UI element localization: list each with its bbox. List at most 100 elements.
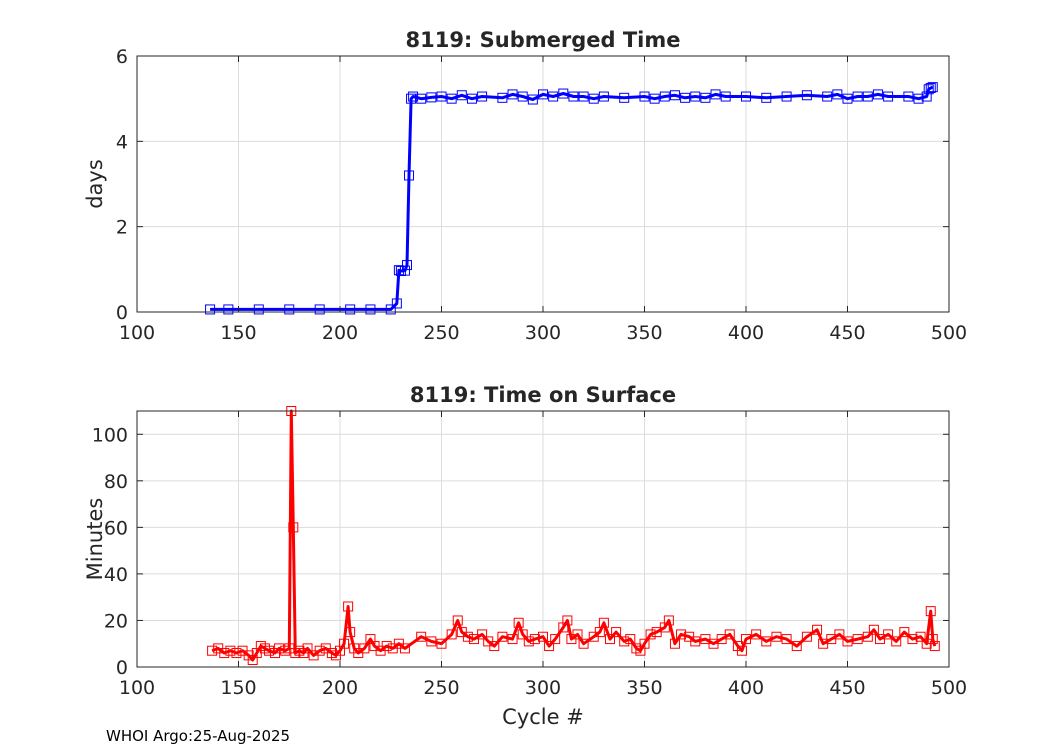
y-tick-label: 80 [104,471,128,493]
y-axis-label: days [83,159,107,209]
data-point-marker [477,629,488,640]
data-point-marker [404,170,415,181]
data-point-marker [517,629,528,640]
data-point-marker [862,91,873,102]
data-point-marker [761,92,772,103]
data-point-marker [529,634,540,645]
data-point-marker [925,83,936,93]
data-point-marker [578,638,589,649]
data-point-marker [446,93,457,104]
data-point-marker [568,91,579,102]
data-point-marker [852,91,863,102]
x-tick-label: 300 [525,322,561,344]
data-point-marker [345,304,356,315]
data-point-marker [680,92,691,103]
chart-title: 8119: Time on Surface [410,383,676,407]
data-point-marker [741,634,751,645]
data-point-marker [253,304,264,315]
data-point-marker [781,91,792,102]
submerged-time-panel: 100 150 200 250 300 350 400 450 500 0 2 4 6 8119: Sub… [83,28,967,344]
data-point-marker [426,92,437,103]
data-point-marker [385,304,396,315]
x-tick-label: 400 [728,322,764,344]
data-point-marker [393,265,404,276]
data-point-marker [538,631,548,642]
data-point-marker [517,91,528,102]
data-point-marker [927,82,938,93]
y-tick-label: 100 [92,424,128,446]
data-point-marker [883,91,894,102]
data-point-marker [690,91,701,102]
data-point-marker [446,629,457,640]
data-point-marker [538,89,548,100]
data-point-marker [544,641,555,652]
x-tick-label: 350 [626,677,662,699]
x-tick-label: 250 [423,322,459,344]
data-point-marker [781,634,792,645]
data-point-marker [741,91,751,102]
y-tick-label: 0 [116,657,128,679]
data-point-marker [690,636,701,647]
x-tick-label: 200 [322,322,358,344]
data-point-marker [426,636,437,647]
data-point-marker [676,629,687,640]
data-point-marker [436,638,447,649]
data-point-marker [761,636,772,647]
data-point-marker [263,645,274,656]
data-point-marker [598,91,609,102]
data-point-marker [572,629,583,640]
data-point-marker [588,93,599,104]
data-point-marker [466,93,477,104]
data-point-marker [223,304,234,315]
data-point-marker [639,91,650,102]
x-tick-label: 450 [829,322,865,344]
data-point-marker [925,606,936,617]
data-point-marker [359,643,370,654]
data-point-marker [288,522,299,533]
data-point-marker [205,304,216,315]
data-point-marker [645,629,656,640]
data-point-marker [659,91,670,102]
data-point-marker [625,634,636,645]
data-point-marker [550,634,561,645]
data-point-marker [401,260,412,271]
x-tick-label: 100 [119,677,155,699]
data-point-marker [724,629,735,640]
y-tick-label: 60 [104,517,128,539]
data-point-marker [314,645,325,656]
data-point-marker [548,91,559,102]
data-point-marker [381,641,392,652]
data-point-marker [314,304,325,315]
data-point-marker [868,624,879,635]
data-point-marker [365,304,376,315]
data-point-marker [345,627,356,638]
data-point-marker [751,629,762,640]
y-tick-label: 0 [116,302,128,324]
data-point-marker [406,93,417,104]
y-axis-label: Minutes [83,498,107,581]
data-point-marker [604,634,615,645]
data-point-marker [872,89,883,100]
data-point-marker [436,91,447,102]
chart-title: 8119: Submerged Time [405,28,680,52]
data-point-marker [710,89,721,100]
data-point-marker [801,631,812,642]
y-tick-label: 2 [116,217,128,239]
data-point-marker [462,631,473,642]
data-point-marker [219,648,230,659]
data-point-marker [399,265,410,276]
data-point-marker [862,631,873,642]
data-point-marker [832,89,843,100]
data-point-marker [822,91,833,102]
data-point-marker [399,643,410,654]
data-point-marker [416,631,427,642]
data-point-marker [700,92,711,103]
data-point-marker [489,641,500,652]
data-point-marker [343,601,354,612]
data-point-marker [913,93,924,104]
data-point-marker [907,634,918,645]
data-point-marker [842,93,853,104]
data-point-marker [231,648,242,659]
data-point-marker [391,298,402,309]
